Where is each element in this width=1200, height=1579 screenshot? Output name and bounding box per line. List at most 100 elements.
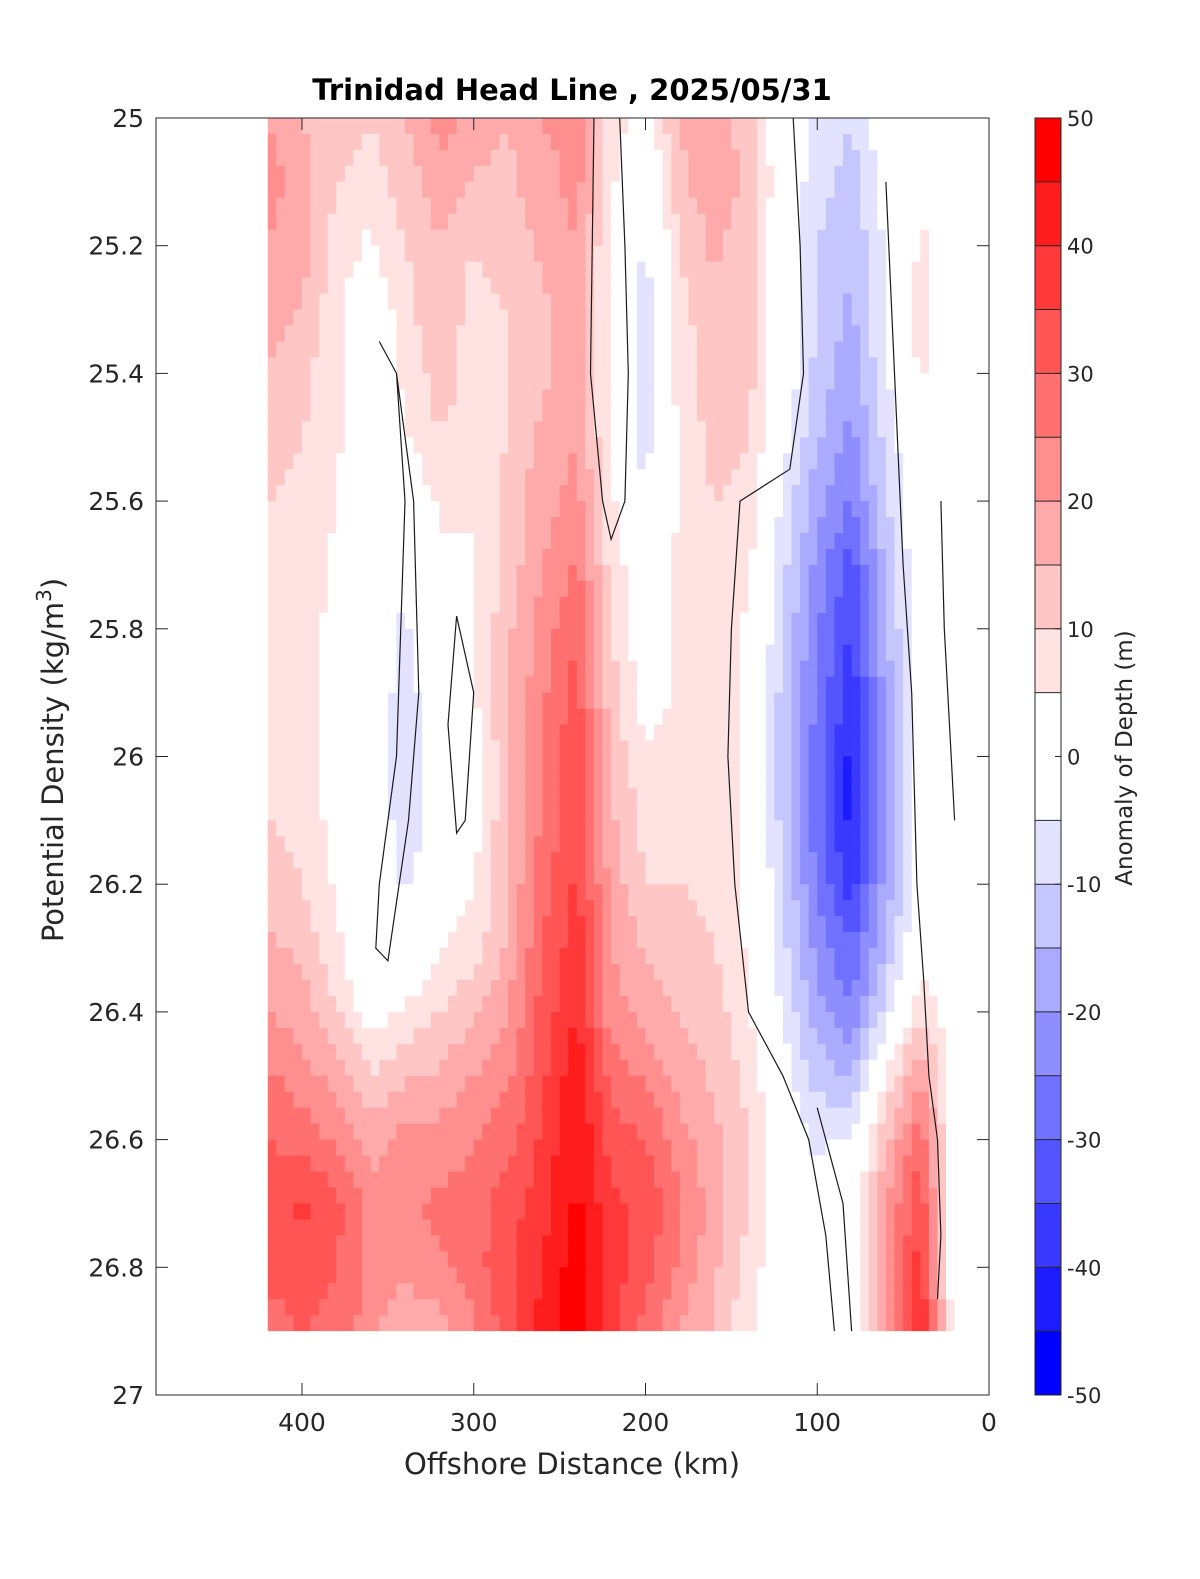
- heatmap-cell: [284, 181, 295, 199]
- heatmap-cell: [800, 309, 810, 327]
- heatmap-cell: [868, 804, 878, 821]
- heatmap-cell: [284, 309, 295, 327]
- heatmap-cell: [447, 852, 458, 869]
- heatmap-cell: [903, 644, 913, 662]
- heatmap-cell: [542, 357, 552, 374]
- heatmap-cell: [284, 469, 295, 486]
- heatmap-cell: [405, 708, 415, 726]
- heatmap-cell: [748, 740, 758, 758]
- heatmap-cell: [714, 213, 724, 231]
- heatmap-cell: [533, 373, 544, 390]
- heatmap-cell: [465, 437, 475, 454]
- heatmap-cell: [568, 469, 578, 486]
- heatmap-cell: [576, 596, 586, 614]
- heatmap-cell: [353, 964, 363, 981]
- heatmap-cell: [877, 245, 887, 263]
- heatmap-cell: [860, 580, 870, 598]
- heatmap-cell: [310, 517, 320, 534]
- heatmap-cell: [430, 740, 440, 758]
- heatmap-cell: [499, 756, 509, 774]
- heatmap-cell: [791, 325, 801, 343]
- heatmap-cell: [868, 181, 878, 199]
- heatmap-cell: [654, 932, 664, 949]
- heatmap-cell: [508, 437, 518, 454]
- heatmap-cell: [911, 964, 921, 981]
- heatmap-cell: [293, 309, 303, 327]
- heatmap-cell: [705, 229, 715, 247]
- heatmap-cell: [301, 373, 312, 390]
- heatmap-cell: [825, 453, 836, 470]
- heatmap-cell: [885, 165, 896, 183]
- heatmap-cell: [413, 213, 423, 231]
- heatmap-cell: [508, 341, 518, 359]
- heatmap-cell: [705, 277, 715, 295]
- heatmap-cell: [645, 596, 655, 614]
- heatmap-cell: [765, 995, 775, 1013]
- heatmap-cell: [593, 820, 604, 837]
- heatmap-cell: [559, 325, 569, 343]
- heatmap-cell: [568, 692, 578, 710]
- heatmap-cell: [508, 469, 518, 486]
- heatmap-cell: [843, 1059, 853, 1077]
- heatmap-cell: [353, 421, 363, 438]
- heatmap-cell: [310, 437, 320, 454]
- heatmap-cell: [851, 692, 861, 710]
- heatmap-cell: [937, 149, 947, 167]
- heatmap-cell: [353, 517, 363, 534]
- heatmap-cell: [327, 133, 337, 151]
- heatmap-cell: [336, 245, 346, 263]
- heatmap-cell: [508, 133, 518, 151]
- heatmap-cell: [757, 804, 767, 821]
- heatmap-cell: [894, 612, 904, 630]
- heatmap-cell: [800, 788, 810, 805]
- heatmap-cell: [628, 437, 638, 454]
- heatmap-cell: [284, 995, 295, 1013]
- heatmap-cell: [413, 133, 423, 151]
- heatmap-cell: [731, 1059, 741, 1077]
- heatmap-cell: [482, 1075, 492, 1093]
- heatmap-cell: [465, 660, 475, 678]
- heatmap-cell: [739, 1011, 750, 1029]
- heatmap-cell: [293, 437, 303, 454]
- heatmap-cell: [679, 341, 690, 359]
- heatmap-cell: [284, 1123, 295, 1141]
- heatmap-cell: [370, 517, 380, 534]
- heatmap-cell: [739, 245, 750, 263]
- heatmap-cell: [473, 788, 483, 805]
- heatmap-cell: [731, 437, 741, 454]
- heatmap-cell: [662, 772, 672, 790]
- heatmap-cell: [611, 995, 621, 1013]
- heatmap-cell: [310, 165, 320, 183]
- heatmap-cell: [551, 564, 561, 582]
- heatmap-cell: [508, 421, 518, 438]
- heatmap-cell: [946, 533, 955, 550]
- heatmap-cell: [688, 564, 698, 582]
- heatmap-cell: [636, 724, 647, 742]
- heatmap-cell: [834, 979, 844, 997]
- heatmap-cell: [508, 1075, 518, 1093]
- heatmap-cell: [688, 868, 698, 885]
- heatmap-cell: [800, 1043, 810, 1061]
- heatmap-cell: [654, 485, 664, 502]
- heatmap-cell: [585, 1043, 595, 1061]
- heatmap-cell: [559, 453, 569, 470]
- heatmap-cell: [757, 820, 767, 837]
- heatmap-cell: [671, 389, 681, 406]
- heatmap-cell: [774, 293, 784, 311]
- heatmap-cell: [868, 628, 878, 646]
- heatmap-cell: [362, 804, 372, 821]
- heatmap-cell: [834, 149, 844, 167]
- heatmap-cell: [877, 149, 887, 167]
- heatmap-cell: [611, 868, 621, 885]
- heatmap-cell: [782, 692, 793, 710]
- heatmap-cell: [336, 900, 346, 917]
- heatmap-cell: [903, 676, 913, 694]
- heatmap-cell: [370, 979, 380, 997]
- heatmap-cell: [885, 501, 896, 518]
- heatmap-cell: [490, 564, 501, 582]
- heatmap-cell: [508, 1011, 518, 1029]
- heatmap-cell: [894, 884, 904, 901]
- heatmap-cell: [413, 1011, 423, 1029]
- heatmap-cell: [362, 373, 372, 390]
- heatmap-cell: [405, 564, 415, 582]
